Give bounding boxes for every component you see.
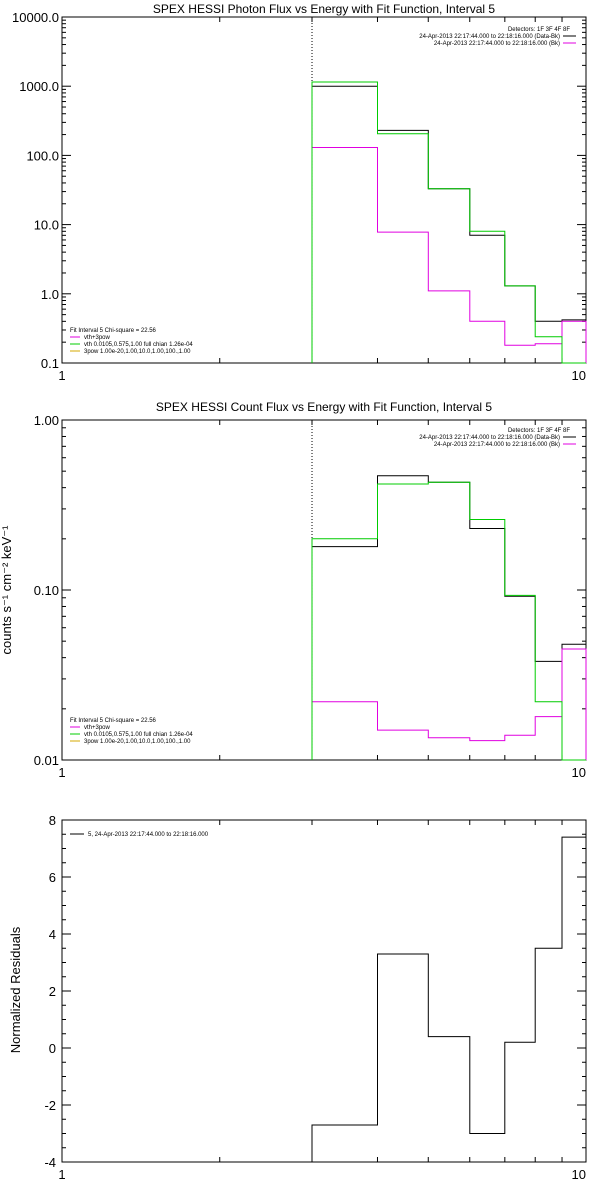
y-tick-label: 8 — [49, 813, 56, 828]
series-data-bk-line — [311, 85, 587, 363]
count-flux-y-axis-label: counts s⁻¹ cm⁻² keV⁻¹ — [0, 525, 14, 655]
x-tick-label: 1 — [58, 368, 65, 383]
count-flux-legend-top: Detectors: 1F 3F 4F 8F 24-Apr-2013 22:17… — [419, 428, 576, 448]
series-vth-3pow-line — [311, 481, 586, 761]
x-tick-label: 1 — [58, 1167, 65, 1182]
count-flux-detectors-label: Detectors: 1F 3F 4F 8F — [508, 428, 570, 434]
photon-flux-legend-3pow: 3pow 1.00e-20,1.00,10.0,1.00,100.,1.00 — [84, 349, 191, 355]
count-flux-series — [311, 475, 587, 761]
count-flux-x-ticks: 1 10 — [58, 420, 587, 780]
count-flux-legend-3pow: 3pow 1.00e-20,1.00,10.0,1.00,100.,1.00 — [84, 739, 191, 745]
y-tick-label: 2 — [49, 984, 56, 999]
residuals-y-ticks: -4 -2 0 2 4 6 8 — [44, 813, 586, 1170]
residuals-frame — [61, 819, 587, 1163]
count-flux-frame — [61, 419, 587, 761]
y-tick-label: 1000.0 — [19, 79, 59, 94]
count-flux-y-ticks: 0.01 0.10 1.00 — [34, 413, 586, 768]
x-tick-label: 10 — [572, 765, 586, 780]
y-tick-label: 1.00 — [34, 413, 59, 428]
series-bk-line — [311, 147, 587, 363]
y-tick-label: 10000.0 — [12, 10, 59, 25]
photon-flux-x-ticks: 1 10 — [58, 17, 587, 383]
y-tick-label: 0.10 — [34, 583, 59, 598]
series-data-bk-line — [311, 475, 587, 760]
y-tick-label: -2 — [44, 1098, 56, 1113]
y-tick-label: 10.0 — [34, 218, 59, 233]
photon-flux-detectors-label: Detectors: 1F 3F 4F 8F — [508, 27, 570, 33]
y-tick-label: 4 — [49, 927, 56, 942]
y-tick-label: 1.0 — [41, 287, 59, 302]
photon-flux-legend-bottom: Fit Interval 5 Chi-square = 22.56 vth+3p… — [70, 328, 193, 355]
x-tick-label: 1 — [58, 765, 65, 780]
residuals-series — [311, 836, 586, 1162]
count-flux-panel: SPEX HESSI Count Flux vs Energy with Fit… — [0, 400, 587, 780]
residuals-y-axis-label: Normalized Residuals — [8, 926, 23, 1053]
photon-flux-legend-top: Detectors: 1F 3F 4F 8F 24-Apr-2013 22:17… — [419, 27, 576, 47]
photon-flux-panel: SPEX HESSI Photon Flux vs Energy with Fi… — [12, 2, 587, 383]
x-tick-label: 10 — [572, 368, 586, 383]
count-flux-legend-bottom: Fit Interval 5 Chi-square = 22.56 vth+3p… — [70, 718, 193, 745]
photon-flux-legend-vth: vth 0.0105,0.575,1.00 full chian 1.26e-0… — [84, 342, 193, 348]
photon-flux-frame — [61, 16, 587, 364]
y-tick-label: -4 — [44, 1155, 56, 1170]
photon-flux-title: SPEX HESSI Photon Flux vs Energy with Fi… — [153, 2, 495, 16]
series-vth-3pow-line — [311, 81, 586, 364]
residuals-x-ticks: 1 10 — [58, 820, 587, 1182]
residuals-panel: -4 -2 0 2 4 6 8 1 10 Normalized Residuals 5, 24… — [8, 813, 587, 1182]
x-tick-label: 10 — [572, 1167, 586, 1182]
y-tick-label: 6 — [49, 870, 56, 885]
count-flux-legend-vth3pow: vth+3pow — [84, 725, 111, 731]
y-tick-label: 0 — [49, 1041, 56, 1056]
photon-flux-y-ticks: 0.1 1.0 10.0 100.0 1000.0 10000.0 — [12, 10, 586, 371]
y-tick-label: 0.1 — [41, 356, 59, 371]
photon-flux-fit-interval-label: Fit Interval 5 Chi-square = 22.56 — [70, 328, 157, 334]
count-flux-legend-bk: 24-Apr-2013 22:17:44.000 to 22:18:16.000… — [434, 442, 560, 448]
series-series-line — [311, 836, 586, 1162]
series-bk-line — [311, 648, 587, 760]
photon-flux-legend-bk: 24-Apr-2013 22:17:44.000 to 22:18:16.000… — [434, 41, 560, 47]
count-flux-fit-interval-label: Fit Interval 5 Chi-square = 22.56 — [70, 718, 157, 724]
residuals-legend-label: 5, 24-Apr-2013 22:17:44.000 to 22:18:16.… — [88, 832, 209, 838]
count-flux-legend-data-bk: 24-Apr-2013 22:17:44.000 to 22:18:16.000… — [419, 435, 560, 441]
count-flux-title: SPEX HESSI Count Flux vs Energy with Fit… — [156, 400, 492, 414]
y-tick-label: 100.0 — [26, 148, 59, 163]
photon-flux-series — [311, 81, 587, 364]
count-flux-legend-vth: vth 0.0105,0.575,1.00 full chian 1.26e-0… — [84, 732, 193, 738]
photon-flux-legend-vth3pow: vth+3pow — [84, 335, 111, 341]
y-tick-label: 0.01 — [34, 753, 59, 768]
photon-flux-legend-data-bk: 24-Apr-2013 22:17:44.000 to 22:18:16.000… — [419, 34, 560, 40]
